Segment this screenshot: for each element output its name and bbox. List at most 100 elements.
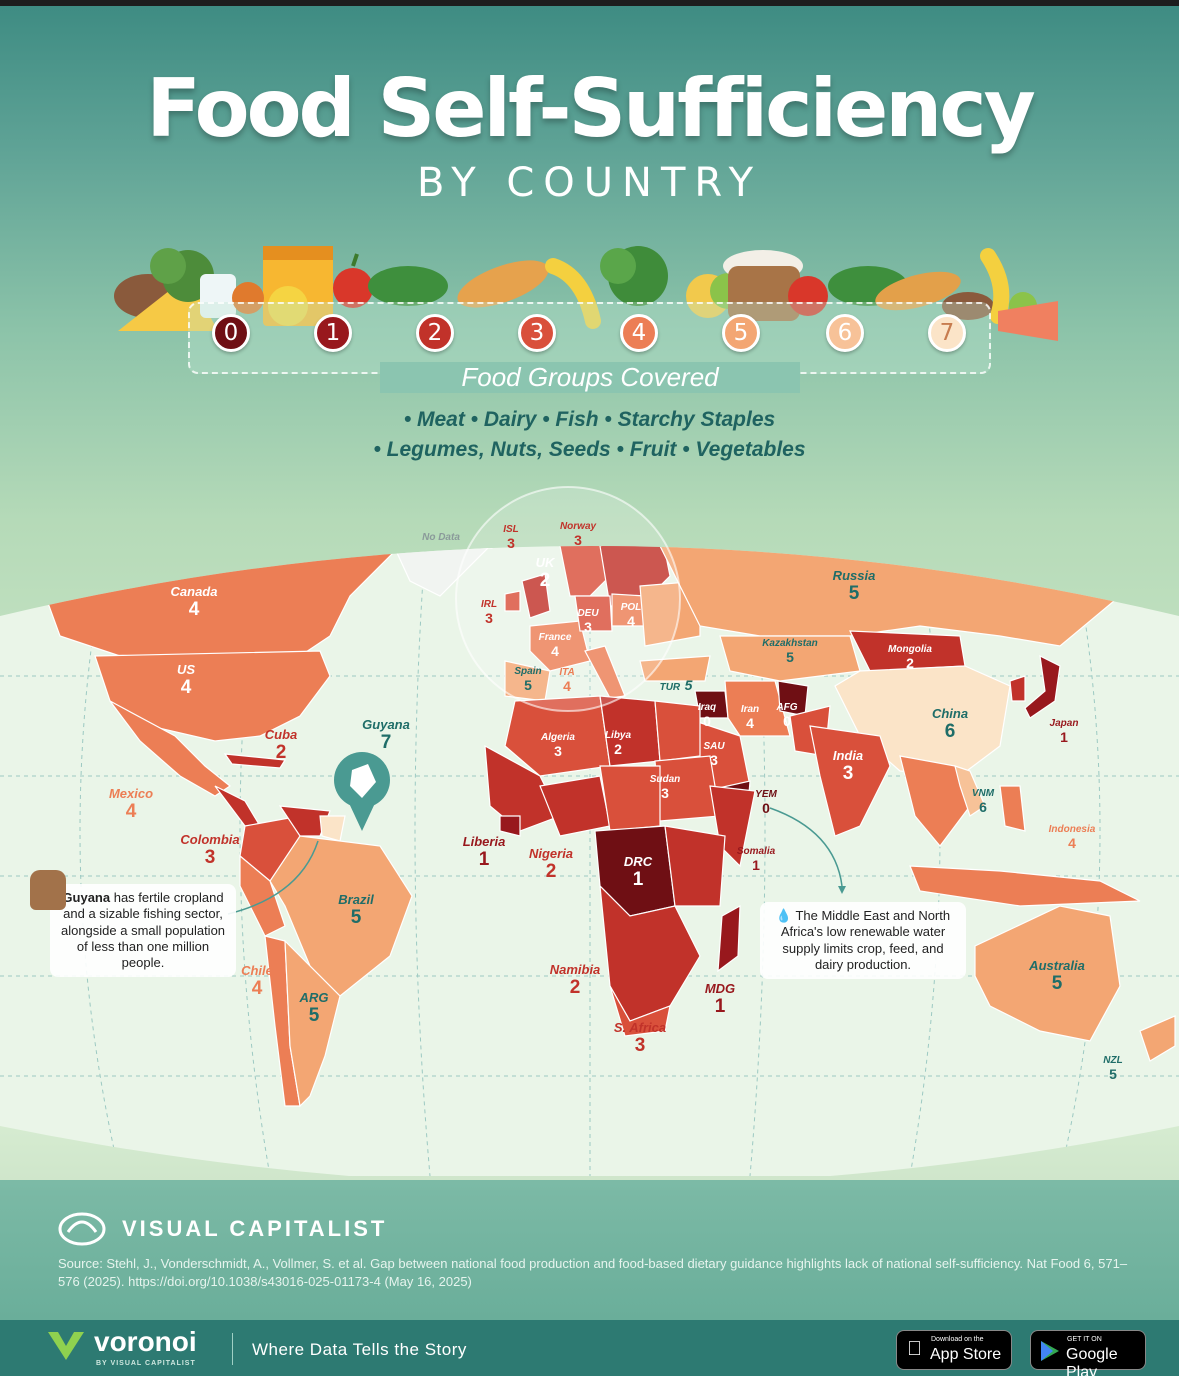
country-value: 7	[380, 732, 392, 753]
country-value: 5	[524, 677, 532, 693]
label-guyana: Guyana 7	[362, 717, 410, 752]
country-name: IRL	[480, 599, 498, 610]
apple-icon: 	[907, 1338, 922, 1361]
country-name: TUR	[659, 682, 681, 693]
country-value: 5	[684, 677, 693, 693]
label-cuba: Cuba 2	[265, 727, 298, 762]
country-name: Somalia	[736, 846, 776, 857]
country-name: MDG	[704, 981, 736, 996]
mena-note-text: The Middle East and North Africa's low r…	[780, 908, 951, 972]
country-value: 2	[539, 570, 551, 591]
country-philippines	[999, 785, 1026, 832]
footer	[0, 1180, 1179, 1320]
country-value: 3	[661, 785, 669, 801]
country-name: Mongolia	[888, 644, 932, 655]
country-value: 4	[251, 978, 263, 999]
voronoi-logo-icon	[48, 1332, 84, 1360]
country-russia	[659, 546, 1121, 647]
label-mdg: MDG 1	[705, 981, 735, 1016]
label-ita: ITA 4	[559, 663, 575, 694]
label-russia: Russia 5	[833, 568, 876, 603]
country-name: US	[176, 662, 196, 677]
label-iran: Iran 4	[741, 700, 759, 731]
brand-name: VISUAL CAPITALIST	[122, 1216, 388, 1241]
label-us: US 4	[177, 662, 195, 697]
country-value: 1	[1060, 729, 1068, 745]
country-name: Canada	[170, 584, 218, 599]
country-value: 4	[1068, 835, 1076, 851]
label-france: France 4	[539, 628, 572, 659]
label-libya: Libya 2	[605, 726, 631, 757]
app-store-small-label: Download on the	[931, 1336, 984, 1343]
country-name: Chile	[241, 963, 273, 978]
country-name: Nigeria	[528, 846, 574, 861]
label-japan: Japan 1	[1050, 714, 1079, 745]
country-name: DEU	[577, 608, 599, 619]
country-value: 3	[842, 763, 854, 784]
guyana-note-text: has fertile cropland and a sizable fishi…	[60, 890, 226, 970]
country-name: Kazakhstan	[762, 638, 818, 649]
legend-dot-2: 2	[416, 314, 454, 352]
country-name: Cuba	[264, 727, 298, 742]
country-japan	[1024, 654, 1061, 719]
country-name: Brazil	[338, 892, 374, 907]
country-peru	[239, 854, 286, 937]
label-liberia: Liberia 1	[463, 834, 506, 869]
country-venezuela	[278, 805, 331, 837]
country-name: POL	[620, 602, 642, 613]
label-mexico: Mexico 4	[109, 786, 153, 821]
country-value: 3	[507, 535, 515, 551]
label-brazil: Brazil 5	[338, 892, 373, 927]
source-citation: Source: Stehl, J., Vonderschmidt, A., Vo…	[58, 1256, 1128, 1289]
country-india	[809, 725, 891, 837]
label-tur: TUR 5	[660, 678, 693, 694]
label-india: India 3	[833, 748, 863, 783]
label-irl: IRL 3	[480, 595, 498, 626]
label-vnm: VNM 6	[972, 784, 994, 815]
mena-callout-line	[769, 807, 843, 887]
country-value: 3	[584, 619, 592, 635]
country-australia	[974, 905, 1121, 1042]
country-cuba	[223, 753, 287, 769]
country-madagascar	[717, 904, 741, 973]
label-sau: SAU 3	[703, 737, 724, 768]
country-name: ITA	[559, 667, 575, 678]
country-value: 2	[569, 977, 581, 998]
country-value: 6	[944, 721, 956, 742]
label-china: China 6	[932, 706, 968, 741]
google-play-icon	[1041, 1341, 1059, 1361]
label-s-africa: S. Africa 3	[614, 1020, 666, 1055]
label-iraq: Iraq 0	[698, 698, 716, 729]
label-namibia: Namibia 2	[550, 962, 601, 997]
country-france	[529, 620, 591, 672]
country-value: 1	[752, 857, 760, 873]
label-algeria: Algeria 3	[541, 728, 575, 759]
guyana-callout-line	[227, 840, 319, 915]
country-name: India	[832, 748, 864, 763]
country-name: Sudan	[649, 774, 681, 785]
country-name: Australia	[1029, 958, 1085, 973]
google-play-button[interactable]: GET IT ON Google Play	[1030, 1330, 1146, 1376]
label-nigeria: Nigeria 2	[529, 846, 573, 881]
label-chile: Chile 4	[241, 963, 273, 998]
app-store-button[interactable]:  Download on the App Store	[896, 1330, 1012, 1370]
label-australia: Australia 5	[1029, 958, 1085, 993]
top-bar	[0, 0, 1179, 6]
label-indonesia: Indonesia 4	[1049, 820, 1096, 851]
country-name: Namibia	[549, 962, 601, 977]
country-name: AFG	[776, 702, 798, 713]
country-west-africa	[484, 744, 561, 832]
page-subtitle: BY COUNTRY	[416, 160, 763, 206]
country-name: S. Africa	[613, 1020, 667, 1035]
country-name: UK	[535, 555, 555, 570]
europe-inset-circle	[455, 486, 681, 712]
country-value: 0	[762, 800, 770, 816]
country-value: 6	[979, 799, 987, 815]
country-value: 4	[627, 613, 635, 629]
country-name: Liberia	[462, 834, 506, 849]
legend-dot-5: 5	[722, 314, 760, 352]
country-value: 4	[125, 801, 137, 822]
country-uk	[521, 573, 551, 619]
legend-dot-4: 4	[620, 314, 658, 352]
